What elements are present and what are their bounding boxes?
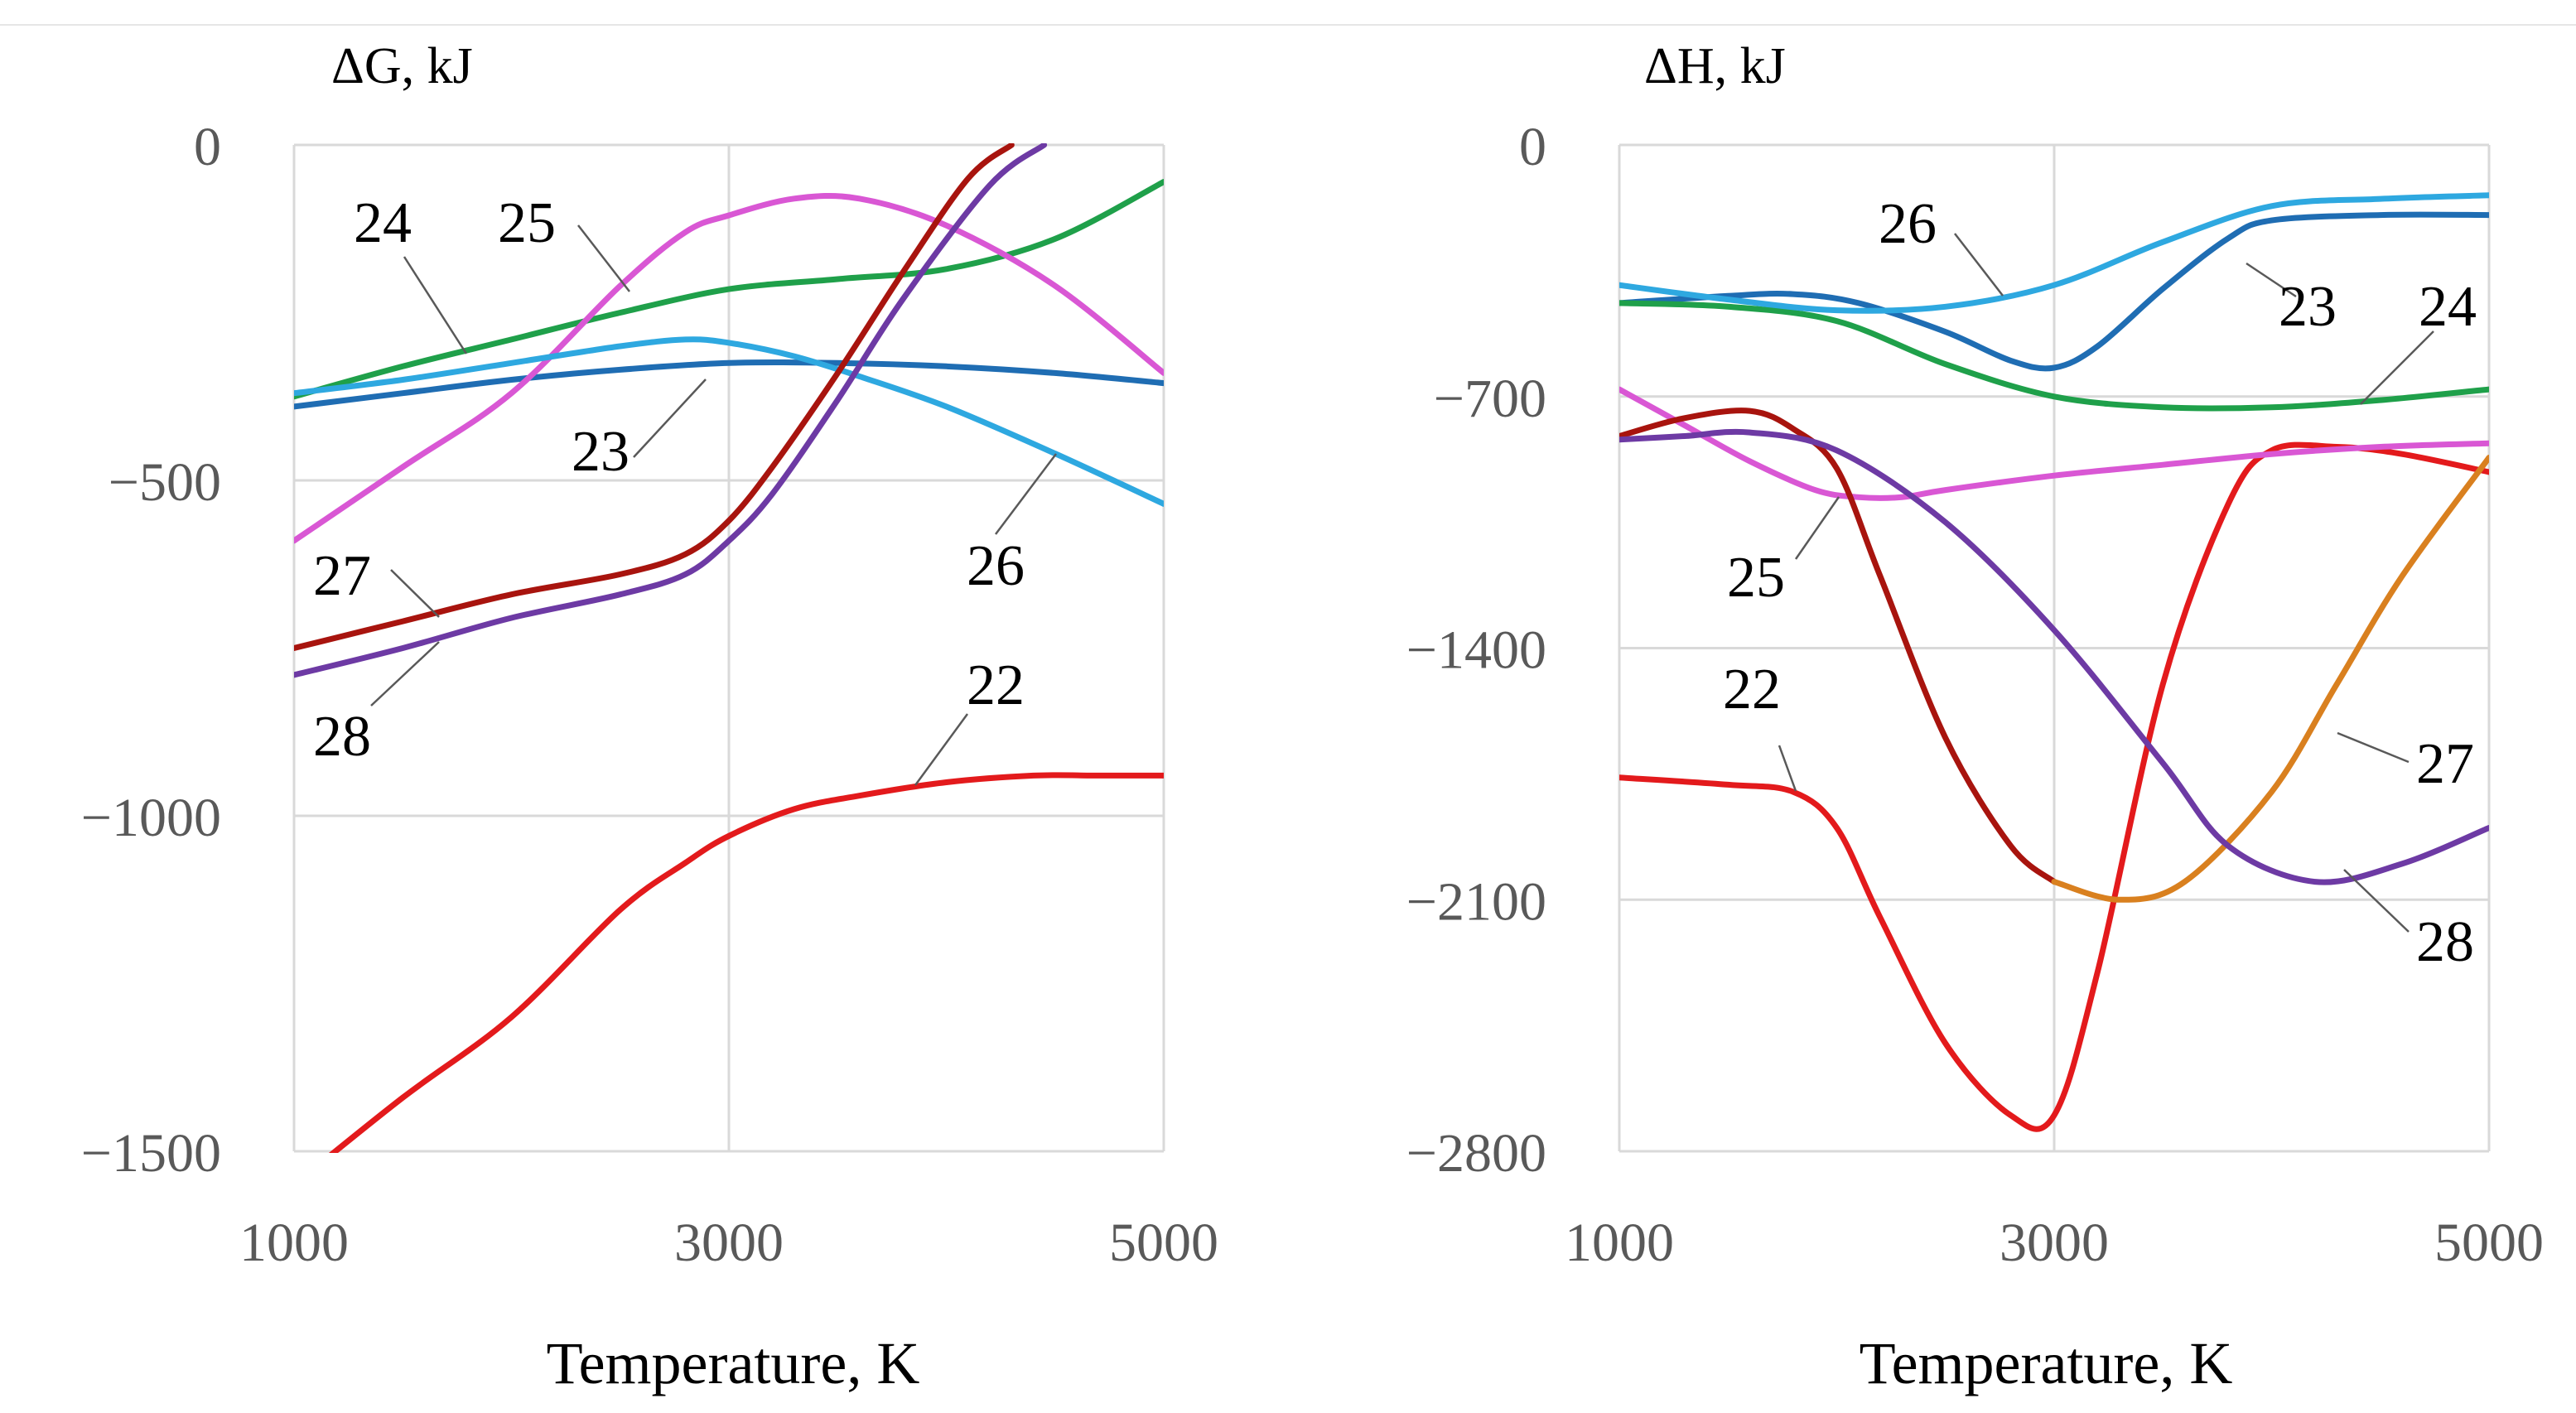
series-line-27	[1619, 408, 2057, 885]
series-line-28	[1619, 428, 2489, 885]
x-axis-label-delta-h: Temperature, K	[1860, 1330, 2233, 1396]
series-label-27: 27	[313, 544, 371, 608]
label-leaders-delta-h	[1778, 233, 2434, 933]
series-labels-delta-h: 26 23 24 25 22 27 28	[1723, 192, 2477, 974]
series-line-24	[294, 179, 1164, 400]
x-tick-labels-delta-g: 1000 3000 5000	[239, 1213, 1218, 1273]
y-tick-label: −1000	[81, 788, 221, 848]
x-tick-label: 3000	[674, 1213, 784, 1273]
leader-line-24	[403, 256, 468, 354]
series-label-25: 25	[1727, 546, 1785, 610]
series-line-26	[1619, 192, 2489, 314]
series-line-24	[1619, 300, 2489, 412]
series-line-28	[294, 143, 1048, 678]
series-lines-delta-g	[294, 143, 1164, 1153]
chart-delta-h: 0 −700 −1400 −2100 −2800 1000 3000 5000 26 23 24…	[1406, 38, 2544, 1396]
series-line-22	[1619, 441, 2489, 1132]
chart-title-delta-g: ΔG, kJ	[331, 38, 473, 94]
leader-line-27	[390, 569, 440, 618]
leader-line-26	[1954, 233, 2004, 297]
y-tick-label: −1400	[1406, 620, 1546, 681]
x-tick-label: 5000	[2434, 1213, 2544, 1273]
y-tick-label: 0	[194, 117, 221, 177]
leader-line-25	[1794, 496, 1840, 560]
series-label-22: 22	[967, 653, 1025, 717]
leader-line-24	[2360, 330, 2434, 405]
series-label-24: 24	[2419, 275, 2477, 339]
series-line-22	[328, 772, 1164, 1153]
chart-delta-g: 0−500−1000−1500 1000 3000 5000 24 252326272…	[81, 38, 1218, 1396]
series-line-25	[294, 192, 1164, 544]
y-tick-labels-delta-h: 0 −700 −1400 −2100 −2800	[1406, 117, 1546, 1184]
x-axis-label-delta-g: Temperature, K	[547, 1330, 920, 1396]
leader-line-22	[914, 713, 969, 786]
y-tick-label: −700	[1434, 369, 1546, 429]
y-tick-label: −2800	[1406, 1123, 1546, 1184]
leader-line-23	[633, 379, 707, 458]
y-tick-label: −1500	[81, 1123, 221, 1184]
label-leaders-delta-g	[370, 224, 1057, 786]
grid-delta-h	[1618, 143, 2491, 1153]
series-label-26: 26	[1879, 192, 1937, 256]
series-line-23	[294, 359, 1164, 410]
y-tick-label: 0	[1519, 117, 1546, 177]
series-line-23	[1619, 211, 2489, 372]
series-label-23: 23	[2279, 275, 2337, 339]
series-line-25	[1619, 386, 2489, 501]
series-label-24: 24	[354, 191, 412, 255]
leader-line-26	[995, 453, 1057, 535]
x-tick-label: 5000	[1109, 1213, 1218, 1273]
series-label-25: 25	[498, 191, 556, 255]
series-line-27	[2051, 455, 2489, 903]
series-label-23: 23	[572, 420, 630, 484]
y-tick-label: −2100	[1406, 871, 1546, 932]
leader-line-27	[2337, 731, 2410, 764]
y-tick-label: −500	[109, 452, 221, 513]
leader-line-25	[577, 224, 630, 292]
grid-delta-g	[292, 143, 1165, 1153]
series-lines-delta-h	[1619, 192, 2489, 1132]
series-label-28: 28	[2416, 910, 2474, 974]
x-tick-labels-delta-h: 1000 3000 5000	[1565, 1213, 2544, 1273]
leader-line-28	[370, 641, 440, 706]
series-label-22: 22	[1723, 658, 1781, 721]
leader-line-22	[1778, 745, 1797, 792]
series-line-26	[294, 336, 1164, 507]
series-line-27	[294, 143, 1015, 651]
leader-line-23	[2246, 262, 2297, 298]
series-label-26: 26	[967, 534, 1025, 598]
x-tick-label: 3000	[2000, 1213, 2109, 1273]
x-tick-label: 1000	[239, 1213, 349, 1273]
y-tick-labels-delta-g: 0 −500 −1000 −1500	[81, 117, 221, 1184]
series-label-27: 27	[2416, 732, 2474, 796]
series-labels-delta-g: 24 25 23 26 27 28 22	[313, 191, 1025, 769]
x-tick-label: 1000	[1565, 1213, 1674, 1273]
leader-line-28	[2343, 869, 2410, 933]
series-label-28: 28	[313, 705, 371, 769]
chart-title-delta-h: ΔH, kJ	[1644, 38, 1786, 94]
